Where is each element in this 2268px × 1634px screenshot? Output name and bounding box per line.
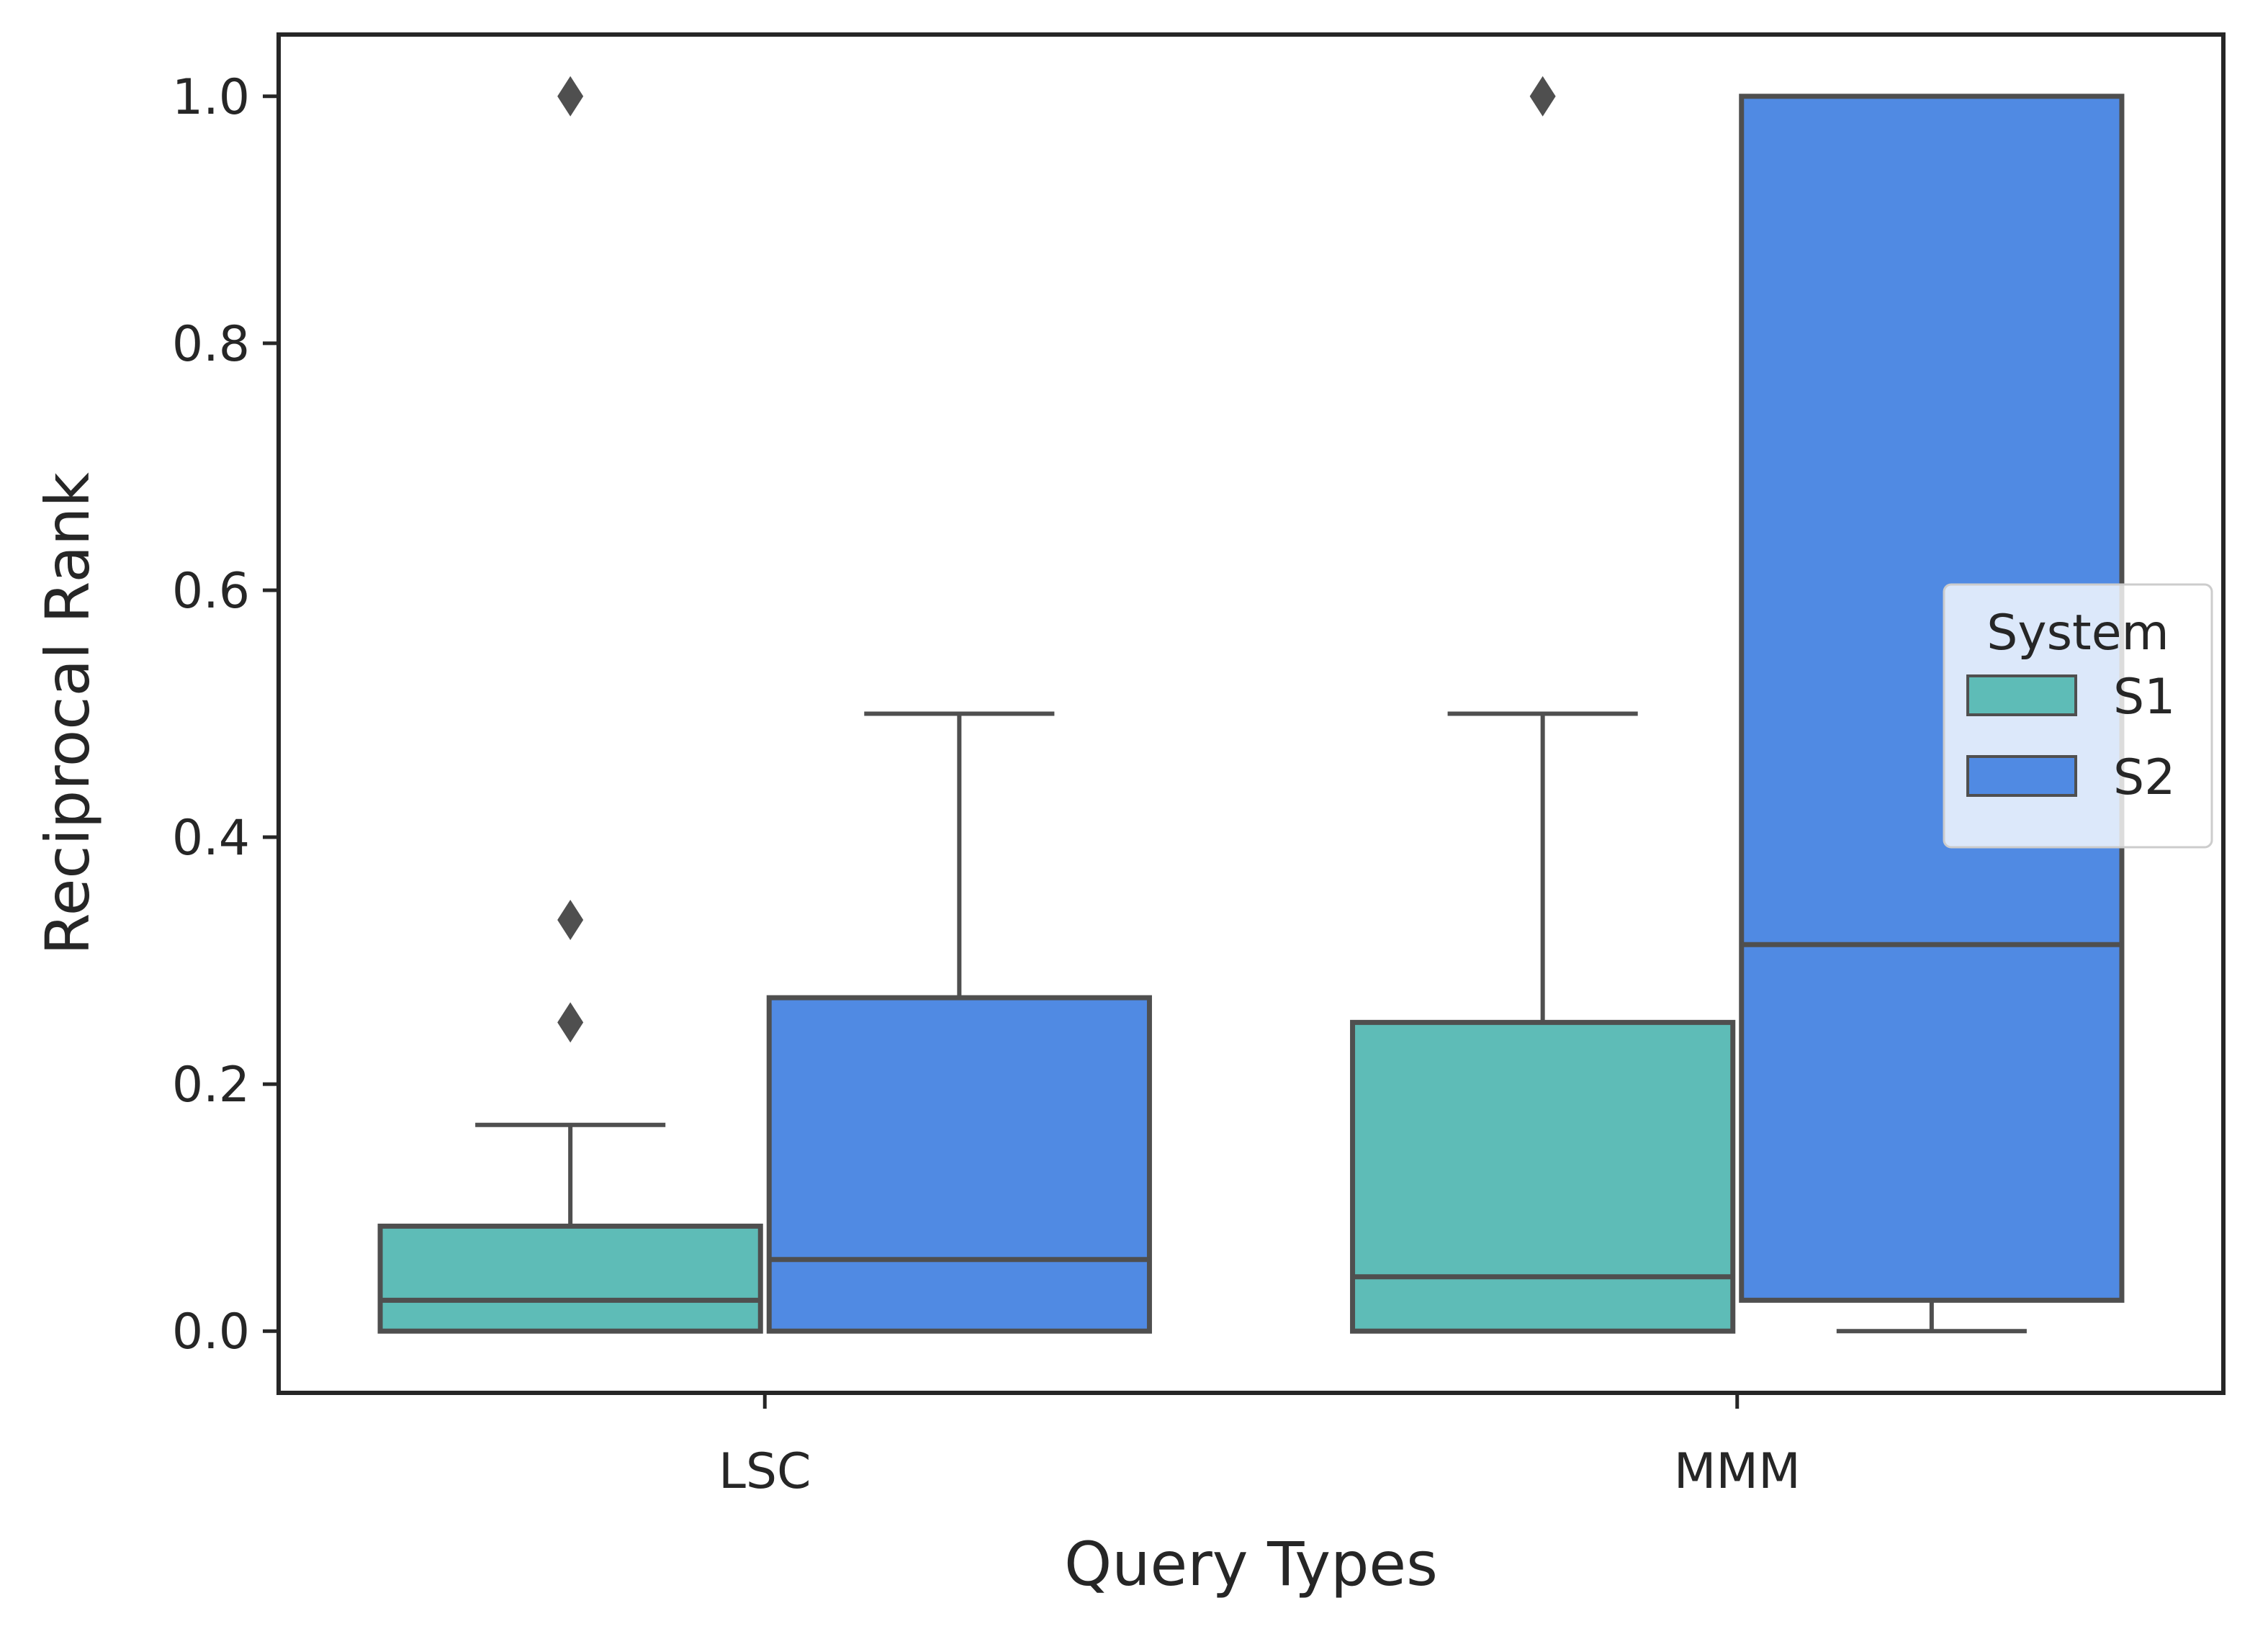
- y-tick-label: 0.0: [172, 1304, 250, 1360]
- legend-swatch-S1: [1966, 674, 2077, 716]
- box-S1-LSC: [377, 76, 763, 1334]
- legend-label-S2: S2: [2113, 749, 2175, 806]
- x-tick-label: MMM: [1674, 1443, 1801, 1500]
- box-S1-MMM: [1350, 76, 1736, 1334]
- box-iqr: [766, 995, 1152, 1334]
- outlier-marker: [557, 1002, 584, 1043]
- plot-frame: [276, 32, 2226, 1395]
- x-axis-title: Query Types: [1064, 1529, 1438, 1599]
- y-tick-label: 0.8: [172, 316, 250, 373]
- box-S2-LSC: [766, 711, 1152, 1334]
- legend-label-S1: S1: [2113, 669, 2175, 726]
- y-tick-label: 0.2: [172, 1057, 250, 1114]
- legend-title: System: [1986, 605, 2169, 662]
- x-tick-label: LSC: [719, 1443, 811, 1500]
- outlier-marker: [557, 899, 584, 940]
- y-axis-title: Reciprocal Rank: [32, 472, 103, 955]
- axes: 0.0 0.2 0.4 0.6 0.8 1.0 LSC MMM: [172, 69, 1801, 1500]
- box-iqr: [1350, 1019, 1736, 1334]
- outlier-marker: [1529, 76, 1556, 117]
- y-tick-label: 0.6: [172, 563, 250, 620]
- y-tick-label: 1.0: [172, 69, 250, 126]
- box-iqr: [377, 1223, 763, 1334]
- y-tick-label: 0.4: [172, 810, 250, 867]
- legend-swatch-S2: [1966, 755, 2077, 797]
- legend: System S1 S2: [1943, 583, 2213, 849]
- outlier-marker: [557, 76, 584, 117]
